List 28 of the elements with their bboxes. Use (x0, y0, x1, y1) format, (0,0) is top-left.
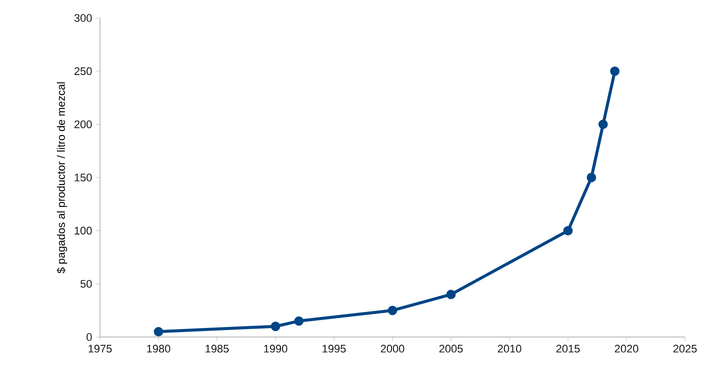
x-tick-label: 1985 (206, 344, 229, 353)
point (270, 322, 280, 332)
x-tick-label: 2010 (498, 344, 522, 353)
point (610, 66, 620, 76)
x-tick-label: 1980 (147, 344, 170, 353)
point (586, 172, 596, 182)
x-tick-label: 2005 (439, 344, 463, 353)
point (598, 120, 608, 130)
y-tick-label: 50 (80, 280, 92, 288)
x-tick-label: 2020 (614, 344, 638, 353)
point (154, 326, 164, 336)
y-tick-label: 250 (74, 67, 92, 76)
x-tick-label: 2000 (380, 344, 404, 353)
y-tick-label: 300 (74, 14, 92, 22)
x-tick-label: 1995 (322, 344, 346, 353)
y-tick-label: 200 (74, 120, 92, 128)
x-tick-label: 2025 (673, 344, 697, 353)
x-tick-label: 2015 (556, 344, 580, 353)
point (388, 306, 398, 316)
x-tick-label: 1990 (264, 344, 288, 353)
y-tick-label: 100 (74, 226, 92, 235)
y-axis-title: $ pagados al productor / litro de mezcal (56, 82, 68, 274)
point (446, 290, 456, 300)
x-tick-label: 1975 (88, 344, 112, 353)
point (294, 316, 304, 326)
y-tick-label: 150 (74, 174, 92, 182)
y-tick-label: 0 (86, 333, 92, 341)
point (563, 226, 573, 236)
